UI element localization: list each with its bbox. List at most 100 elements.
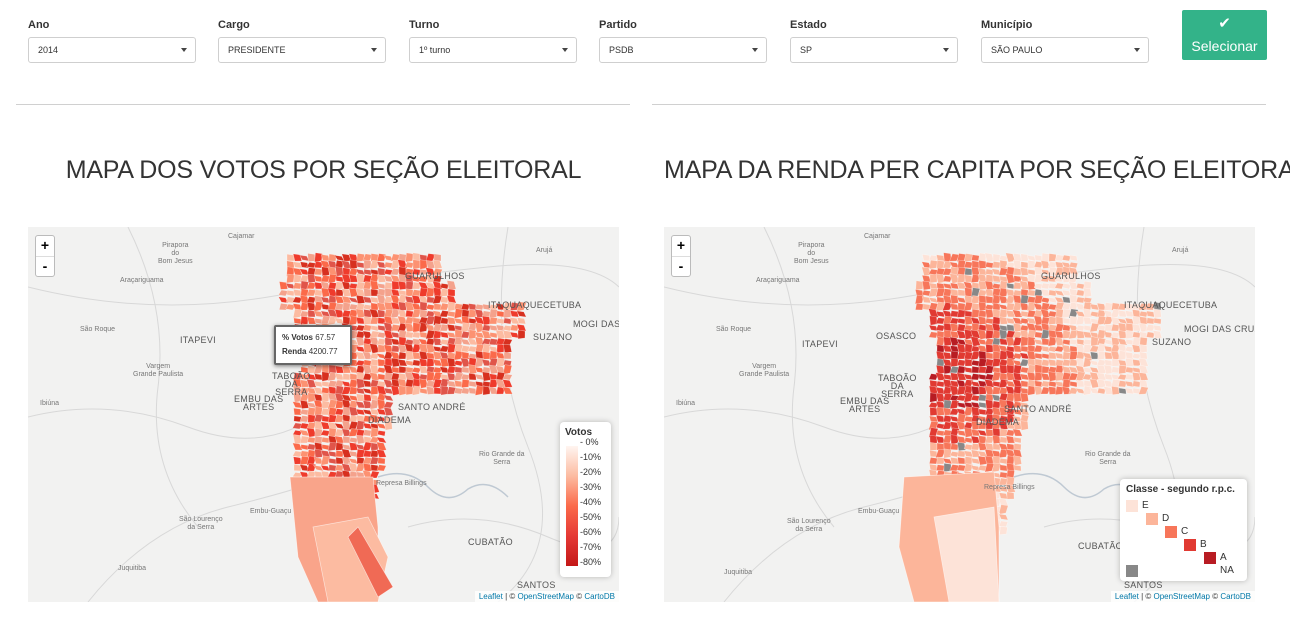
place-label: SANTO ANDRÉ: [1004, 404, 1072, 414]
leaflet-link[interactable]: Leaflet: [1114, 592, 1139, 601]
place-label: SUZANO: [533, 332, 573, 342]
votes-legend: Votos - 0% -10% -20% -30% -40% -50% -60%…: [560, 422, 611, 577]
place-label: Rio Grande da Serra: [1085, 451, 1131, 466]
place-label: Vargem Grande Paulista: [133, 363, 184, 378]
place-label: Juquitiba: [724, 569, 753, 576]
place-label: OSASCO: [876, 331, 917, 341]
place-label: TABOÃO DA SERRA: [272, 371, 311, 397]
legend-label: NA: [1220, 565, 1234, 576]
legend-label: E: [1142, 500, 1149, 511]
filter-label: Partido: [599, 19, 637, 31]
basemap: [28, 227, 619, 602]
place-label: Cajamar: [864, 233, 891, 240]
legend-swatch: [1165, 526, 1177, 538]
tooltip-income: Renda 4200.77: [282, 345, 344, 359]
place-label: SANTOS: [1124, 580, 1163, 590]
divider-right: [652, 104, 1266, 105]
turno-select[interactable]: 1º turno: [409, 37, 577, 63]
filter-label: Estado: [790, 19, 827, 31]
leaflet-link[interactable]: Leaflet: [478, 592, 503, 601]
selecionar-button[interactable]: ✔ Selecionar: [1182, 10, 1267, 60]
filter-label: Município: [981, 19, 1033, 31]
zoom-out-button[interactable]: -: [36, 256, 54, 276]
tooltip-income-value: 4200.77: [308, 347, 338, 356]
estado-select[interactable]: SP: [790, 37, 958, 63]
legend-tick: -40%: [580, 497, 602, 507]
filter-label: Cargo: [218, 19, 250, 31]
zoom-in-button[interactable]: +: [40, 237, 50, 253]
place-label: GUARULHOS: [405, 271, 465, 281]
carto-link[interactable]: CartoDB: [584, 592, 615, 601]
income-map[interactable]: Pirapora do Bom Jesus Cajamar Arujá GUARUL…: [664, 227, 1255, 602]
place-label: São Roque: [716, 326, 752, 333]
filter-municipio: Município SÃO PAULO: [981, 18, 1149, 63]
place-label: TABOÃO DA SERRA: [878, 373, 917, 399]
legend-swatch: [1146, 513, 1158, 525]
select-value: 2014: [38, 45, 59, 55]
caret-down-icon: [943, 48, 949, 52]
filter-partido: Partido PSDB: [599, 18, 767, 63]
place-label: ITAPEVI: [802, 339, 838, 349]
place-label: CUBATÃO: [468, 537, 513, 547]
map-attribution: Leaflet | © OpenStreetMap © CartoDB: [1110, 591, 1255, 602]
map-attribution: Leaflet | © OpenStreetMap © CartoDB: [474, 591, 619, 602]
votes-map[interactable]: Pirapora do Bom Jesus Cajamar Arujá GUARUL…: [28, 227, 619, 602]
legend-swatch: [1204, 552, 1216, 564]
place-label: MOGI DAS CRUZES: [573, 319, 619, 329]
zoom-out-button[interactable]: -: [672, 256, 690, 276]
tooltip-votes: % Votos 67.57: [282, 331, 344, 345]
select-value: 1º turno: [419, 45, 451, 55]
osm-link[interactable]: OpenStreetMap: [517, 592, 574, 601]
select-value: PSDB: [609, 45, 634, 55]
filter-estado: Estado SP: [790, 18, 958, 63]
legend-tick: -70%: [580, 542, 602, 552]
legend-tick: -60%: [580, 527, 602, 537]
place-label: Represa Billings: [376, 480, 427, 487]
south-region-polygon: [347, 526, 394, 598]
legend-label: C: [1181, 526, 1189, 537]
place-label: Pirapora do Bom Jesus: [158, 242, 193, 265]
place-label: Arujá: [1172, 247, 1189, 254]
check-icon: ✔: [1218, 15, 1231, 32]
place-label: Embu-Guaçu: [858, 508, 900, 515]
legend-label: D: [1162, 513, 1170, 524]
zoom-in-button[interactable]: +: [676, 237, 686, 253]
legend-swatch: [1126, 500, 1138, 512]
legend-label: A: [1220, 552, 1227, 563]
place-label: Rio Grande da Serra: [479, 451, 525, 466]
place-label: Vargem Grande Paulista: [739, 363, 790, 378]
caret-down-icon: [371, 48, 377, 52]
carto-link[interactable]: CartoDB: [1220, 592, 1251, 601]
divider-left: [16, 104, 630, 105]
caret-down-icon: [562, 48, 568, 52]
tooltip-income-label: Renda: [282, 347, 307, 356]
place-label: São Lourenço da Serra: [787, 518, 831, 533]
select-value: PRESIDENTE: [228, 45, 286, 55]
place-label: DIADEMA: [368, 415, 412, 425]
income-map-title: MAPA DA RENDA PER CAPITA POR SEÇÃO ELEIT…: [664, 156, 1290, 184]
filter-label: Turno: [409, 19, 440, 31]
legend-swatch: [1184, 539, 1196, 551]
tooltip-votes-label: % Votos: [282, 333, 313, 342]
south-region-polygon: [933, 506, 1000, 602]
place-label: EMBU DAS ARTES: [840, 396, 890, 414]
votes-map-title: MAPA DOS VOTOS POR SEÇÃO ELEITORAL: [65, 156, 582, 184]
legend-tick: -10%: [580, 452, 602, 462]
municipio-select[interactable]: SÃO PAULO: [981, 37, 1149, 63]
place-label: São Roque: [80, 326, 116, 333]
place-label: SANTO ANDRÉ: [398, 402, 466, 412]
place-label: DIADEMA: [976, 417, 1020, 427]
tooltip-votes-value: 67.57: [315, 333, 336, 342]
filter-bar: Ano 2014 Cargo PRESIDENTE Turno 1º turno…: [0, 0, 1290, 80]
filter-label: Ano: [28, 19, 50, 31]
place-label: GUARULHOS: [1041, 271, 1101, 281]
osm-link[interactable]: OpenStreetMap: [1153, 592, 1210, 601]
zoom-control: + -: [35, 235, 55, 277]
place-label: CUBATÃO: [1078, 541, 1123, 551]
cargo-select[interactable]: PRESIDENTE: [218, 37, 386, 63]
ano-select[interactable]: 2014: [28, 37, 196, 63]
place-label: SUZANO: [1152, 337, 1192, 347]
legend-tick: -20%: [580, 467, 602, 477]
place-label: SANTOS: [517, 580, 556, 590]
partido-select[interactable]: PSDB: [599, 37, 767, 63]
